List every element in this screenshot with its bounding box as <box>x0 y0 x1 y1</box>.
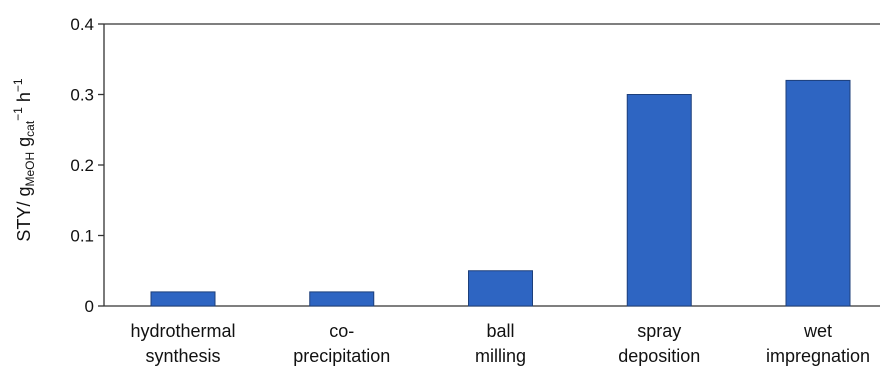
y-title-sub-meoh: MeOH <box>23 152 37 187</box>
y-title-sup-1: −1 <box>11 107 25 121</box>
y-title-sup-2: −1 <box>11 78 25 92</box>
y-tick-label: 0.4 <box>70 15 94 34</box>
x-category-label: precipitation <box>293 346 390 366</box>
x-axis-labels: hydrothermal synthesis co-precipitation bal… <box>130 321 870 366</box>
x-category-label: deposition <box>618 346 700 366</box>
bar <box>309 291 375 307</box>
x-category-label: ball <box>486 321 514 341</box>
x-category-label: spray <box>637 321 681 341</box>
y-axis-title: STY/ gMeOH gcat−1 h−1 <box>11 78 37 241</box>
x-category-label: milling <box>475 346 526 366</box>
x-category-label: hydrothermal <box>130 321 235 341</box>
y-title-main: STY/ g <box>14 187 34 242</box>
x-category-label: wet <box>803 321 832 341</box>
bar <box>150 291 216 307</box>
y-title-h: h <box>14 92 34 107</box>
bar <box>468 270 533 307</box>
y-title-g: g <box>14 137 34 152</box>
axes <box>103 23 880 307</box>
y-tick-label: 0.1 <box>70 227 94 246</box>
y-axis-title-text: STY/ gMeOH gcat−1 h−1 <box>11 78 37 241</box>
y-tick-label: 0 <box>85 297 94 316</box>
bar <box>785 79 851 307</box>
y-tick-label: 0.3 <box>70 86 94 105</box>
x-category-label: synthesis <box>145 346 220 366</box>
x-category-label: co- <box>329 321 354 341</box>
y-title-sub-cat: cat <box>23 120 37 137</box>
bars <box>150 79 851 307</box>
bar <box>626 94 692 307</box>
x-category-label: impregnation <box>766 346 870 366</box>
y-tick-label: 0.2 <box>70 156 94 175</box>
y-axis-ticks: 0 0.1 0.2 0.3 0.4 <box>70 15 104 316</box>
